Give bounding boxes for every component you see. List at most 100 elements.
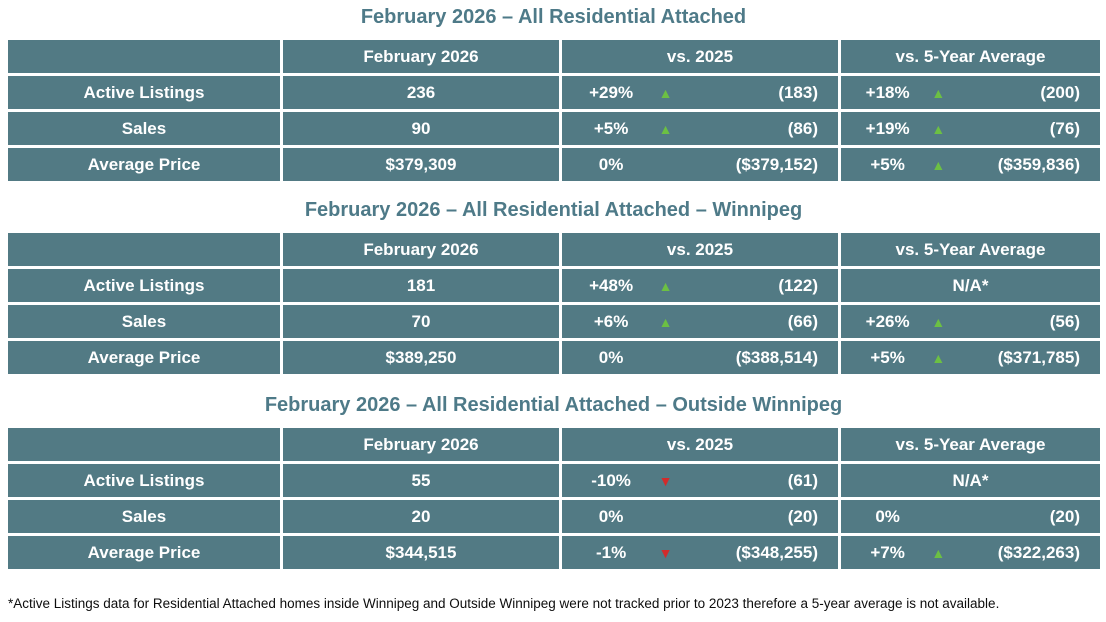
vs-5yr-na-cell: N/A*: [841, 269, 1100, 302]
header-vs-5yr: vs. 5-Year Average: [841, 428, 1100, 461]
header-vs-5yr: vs. 5-Year Average: [841, 233, 1100, 266]
current-value: 181: [283, 269, 559, 302]
row-label-sales: Sales: [8, 305, 280, 338]
row-label-sales: Sales: [8, 500, 280, 533]
section-all-residential: February 2026 – All Residential Attached…: [8, 6, 1100, 181]
pct-change: -10%: [591, 470, 631, 490]
comparison-value: (76): [1049, 118, 1080, 138]
row-label-sales: Sales: [8, 112, 280, 145]
pct-change: 0%: [598, 154, 624, 174]
header-period: February 2026: [283, 233, 559, 266]
current-value: 236: [283, 76, 559, 109]
header-vs-2025: vs. 2025: [562, 233, 838, 266]
pct-change: -1%: [595, 542, 627, 562]
vs-5yr-cell: +7% ▲ ($322,263): [841, 536, 1100, 569]
trend-arrow-icon: ▲: [931, 120, 946, 137]
pct-change: +48%: [589, 275, 634, 295]
vs-2025-cell: +5% ▲ (86): [562, 112, 838, 145]
comparison-value: (20): [787, 506, 818, 526]
pct-change: +5%: [870, 347, 905, 367]
trend-arrow-icon: ▼: [658, 544, 673, 561]
current-value: 90: [283, 112, 559, 145]
row-label-active-listings: Active Listings: [8, 464, 280, 497]
comparison-value: (20): [1049, 506, 1080, 526]
vs-5yr-cell: +5% ▲ ($371,785): [841, 341, 1100, 374]
vs-5yr-cell: +19% ▲ (76): [841, 112, 1100, 145]
current-value: $389,250: [283, 341, 559, 374]
current-value: 70: [283, 305, 559, 338]
vs-2025-cell: -1% ▼ ($348,255): [562, 536, 838, 569]
table-title: February 2026 – All Residential Attached: [360, 6, 747, 28]
comparison-value: (66): [787, 311, 818, 331]
vs-5yr-cell: +18% ▲ (200): [841, 76, 1100, 109]
row-label-average-price: Average Price: [8, 148, 280, 181]
header-vs-2025: vs. 2025: [562, 428, 838, 461]
header-period: February 2026: [283, 40, 559, 73]
pct-change: +18%: [865, 82, 910, 102]
pct-change: 0%: [598, 347, 624, 367]
comparison-value: ($388,514): [735, 347, 818, 367]
data-table-all: February 2026 vs. 2025 vs. 5-Year Averag…: [8, 40, 1100, 181]
pct-change: +7%: [870, 542, 905, 562]
comparison-value: ($379,152): [735, 154, 818, 174]
trend-arrow-icon: ▲: [658, 313, 673, 330]
pct-change: +19%: [865, 118, 910, 138]
vs-2025-cell: 0% (20): [562, 500, 838, 533]
vs-5yr-na-cell: N/A*: [841, 464, 1100, 497]
section-outside-winnipeg: February 2026 – All Residential Attached…: [8, 394, 1100, 569]
pct-change: +29%: [589, 82, 634, 102]
comparison-value: (86): [787, 118, 818, 138]
row-label-average-price: Average Price: [8, 341, 280, 374]
table-title: February 2026 – All Residential Attached…: [264, 394, 843, 416]
trend-arrow-icon: ▲: [931, 313, 946, 330]
pct-change: +5%: [593, 118, 629, 138]
pct-change: 0%: [875, 506, 900, 526]
row-label-active-listings: Active Listings: [8, 76, 280, 109]
header-blank-cell: [8, 40, 280, 73]
header-vs-5yr: vs. 5-Year Average: [841, 40, 1100, 73]
trend-arrow-icon: ▲: [931, 156, 946, 173]
header-period: February 2026: [283, 428, 559, 461]
comparison-value: (183): [778, 82, 818, 102]
trend-arrow-icon: ▲: [931, 544, 946, 561]
pct-change: 0%: [598, 506, 624, 526]
table-title: February 2026 – All Residential Attached…: [304, 199, 803, 221]
row-label-active-listings: Active Listings: [8, 269, 280, 302]
vs-5yr-cell: +26% ▲ (56): [841, 305, 1100, 338]
comparison-value: ($348,255): [735, 542, 818, 562]
comparison-value: (122): [778, 275, 818, 295]
pct-change: +5%: [870, 154, 905, 174]
trend-arrow-icon: ▼: [658, 472, 673, 489]
current-value: $379,309: [283, 148, 559, 181]
comparison-value: ($359,836): [997, 154, 1080, 174]
comparison-value: (61): [787, 470, 818, 490]
vs-5yr-cell: 0% (20): [841, 500, 1100, 533]
trend-arrow-icon: ▲: [658, 277, 673, 294]
vs-2025-cell: +48% ▲ (122): [562, 269, 838, 302]
comparison-value: (200): [1040, 82, 1080, 102]
data-table-winnipeg: February 2026 vs. 2025 vs. 5-Year Averag…: [8, 233, 1100, 374]
vs-5yr-cell: +5% ▲ ($359,836): [841, 148, 1100, 181]
pct-change: +6%: [593, 311, 629, 331]
comparison-value: (56): [1049, 311, 1080, 331]
vs-2025-cell: 0% ($379,152): [562, 148, 838, 181]
trend-arrow-icon: ▲: [658, 120, 673, 137]
vs-2025-cell: +29% ▲ (183): [562, 76, 838, 109]
vs-2025-cell: +6% ▲ (66): [562, 305, 838, 338]
pct-change: +26%: [865, 311, 910, 331]
current-value: 55: [283, 464, 559, 497]
section-winnipeg: February 2026 – All Residential Attached…: [8, 199, 1100, 374]
data-table-outside-winnipeg: February 2026 vs. 2025 vs. 5-Year Averag…: [8, 428, 1100, 569]
comparison-value: ($371,785): [997, 347, 1080, 367]
footnote-text: *Active Listings data for Residential At…: [8, 596, 1000, 611]
trend-arrow-icon: ▲: [658, 84, 673, 101]
vs-2025-cell: 0% ($388,514): [562, 341, 838, 374]
header-vs-2025: vs. 2025: [562, 40, 838, 73]
trend-arrow-icon: ▲: [931, 349, 946, 366]
row-label-average-price: Average Price: [8, 536, 280, 569]
header-blank-cell: [8, 428, 280, 461]
vs-2025-cell: -10% ▼ (61): [562, 464, 838, 497]
current-value: $344,515: [283, 536, 559, 569]
trend-arrow-icon: ▲: [931, 84, 946, 101]
